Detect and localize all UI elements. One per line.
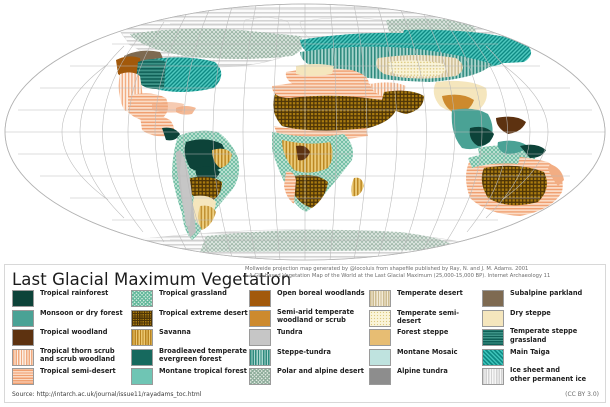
legend-item[interactable]: Tropical rainforest (12, 289, 130, 309)
legend-column-5: Subalpine parkland Dry steppe Temperate st… (482, 289, 604, 387)
world-map[interactable] (0, 0, 610, 268)
legend-swatch-icon (369, 309, 391, 327)
legend-label: Tropical extreme desert (159, 308, 248, 317)
legend-item[interactable]: Tropical woodland (12, 328, 130, 348)
legend-swatch-icon (12, 290, 34, 307)
globe-border (4, 3, 606, 261)
legend-item[interactable]: Tropical grassland (131, 289, 249, 309)
legend-item[interactable]: Tropical thorn scrub and scrub woodland (12, 346, 130, 368)
legend-swatch-icon (369, 368, 391, 386)
legend-label: Dry steppe (510, 308, 551, 317)
legend-swatch-icon (12, 348, 34, 366)
legend-item[interactable]: Subalpine parkland (482, 289, 604, 309)
legend-label: Tropical woodland (40, 328, 108, 337)
legend-column-2: Tropical grassland Tropical extreme deser… (131, 289, 249, 387)
legend-label: Tropical semi-desert (40, 367, 116, 376)
credit-text: Mollweide projection map generated by @l… (245, 266, 610, 281)
legend-swatch-icon (131, 368, 153, 386)
legend-item[interactable]: Montane tropical forest (131, 367, 249, 387)
page-title: Last Glacial Maximum Vegetation (12, 270, 292, 289)
legend-swatch-icon (482, 290, 504, 307)
legend-panel: Last Glacial Maximum Vegetation Mollweid… (4, 264, 606, 403)
legend-label: Semi-arid temperate woodland or scrub (277, 307, 355, 324)
legend-label: Steppe-tundra (277, 347, 331, 356)
map-canvas (4, 3, 606, 261)
legend-label: Monsoon or dry forest (40, 308, 123, 317)
legend-swatch-icon (482, 329, 504, 347)
legend-item[interactable]: Savanna (131, 328, 249, 348)
legend-label: Tropical grassland (159, 289, 227, 297)
legend-label: Savanna (159, 328, 191, 337)
legend-item[interactable]: Tropical semi-desert (12, 367, 130, 387)
legend-item[interactable]: Temperate steppe grassland (482, 327, 604, 348)
license-label: (CC BY 3.0) (565, 391, 599, 398)
legend-swatch-icon (369, 348, 391, 366)
legend-label: Montane tropical forest (159, 367, 247, 376)
legend-swatch-icon (12, 309, 34, 327)
legend-swatch-icon (249, 290, 271, 307)
legend-swatch-icon (131, 309, 153, 327)
legend-column-4: Temperate desert Temperate semi-desert For… (369, 289, 483, 387)
legend-label: Open boreal woodlands (277, 289, 365, 297)
credit-line-2: " A GIS-based Vegetation Map of the Worl… (245, 273, 551, 280)
legend-label: Tropical thorn scrub and scrub woodland (40, 346, 115, 364)
legend-swatch-icon (369, 290, 391, 307)
legend-label: Alpine tundra (397, 367, 448, 376)
legend-column-1: Tropical rainforest Monsoon or dry forest… (12, 289, 130, 387)
graticule (5, 4, 605, 260)
legend-item[interactable]: Ice sheet and other permanent ice (482, 366, 604, 387)
legend-label: Main Taiga (510, 347, 550, 356)
legend-swatch-icon (369, 329, 391, 347)
legend-item[interactable]: Polar and alpine desert (249, 367, 371, 387)
legend-label: Tundra (277, 328, 303, 337)
legend-swatch-icon (249, 329, 271, 347)
legend-label: Broadleaved temperate evergreen forest (159, 346, 247, 364)
legend-swatch-icon (131, 348, 153, 366)
legend-swatch-icon (12, 368, 34, 386)
legend-item[interactable]: Tundra (249, 328, 371, 348)
legend-item[interactable]: Open boreal woodlands (249, 289, 371, 309)
legend-label: Tropical rainforest (40, 289, 109, 297)
legend-label: Polar and alpine desert (277, 367, 364, 376)
legend-item[interactable]: Montane Mosaic (369, 348, 483, 368)
legend-swatch-icon (249, 309, 271, 327)
legend-item[interactable]: Main Taiga (482, 348, 604, 368)
legend-item[interactable]: Broadleaved temperate evergreen forest (131, 346, 249, 368)
legend-swatch-icon (482, 368, 504, 386)
legend-swatch-icon (131, 329, 153, 347)
legend-swatch-icon (249, 348, 271, 366)
legend-item[interactable]: Tropical extreme desert (131, 309, 249, 329)
legend-swatch-icon (12, 329, 34, 347)
legend-item[interactable]: Semi-arid temperate woodland or scrub (249, 307, 371, 329)
legend-label: Temperate semi-desert (397, 308, 460, 325)
legend-label: Montane Mosaic (397, 347, 458, 356)
legend-item[interactable]: Forest steppe (369, 328, 483, 348)
legend-swatch-icon (482, 309, 504, 327)
legend-item[interactable]: Alpine tundra (369, 367, 483, 387)
legend-swatch-icon (249, 368, 271, 386)
legend-item[interactable]: Dry steppe (482, 309, 604, 329)
legend-item[interactable]: Temperate semi-desert (369, 309, 483, 329)
legend-item[interactable]: Steppe-tundra (249, 348, 371, 368)
legend-swatch-icon (482, 348, 504, 366)
credit-line-1: Mollweide projection map generated by @l… (245, 266, 529, 272)
source-link[interactable]: Source: http://intarch.ac.uk/journal/iss… (12, 391, 202, 398)
legend-label: Temperate steppe grassland (510, 327, 578, 344)
legend-label: Forest steppe (397, 328, 449, 337)
legend-column-3: Open boreal woodlands Semi-arid temperate… (249, 289, 371, 387)
legend-swatch-icon (131, 290, 153, 307)
legend-label: Subalpine parkland (510, 289, 583, 297)
legend-label: Temperate desert (397, 289, 463, 297)
legend-item[interactable]: Monsoon or dry forest (12, 309, 130, 329)
legend-item[interactable]: Temperate desert (369, 289, 483, 309)
legend-label: Ice sheet and other permanent ice (510, 366, 587, 383)
